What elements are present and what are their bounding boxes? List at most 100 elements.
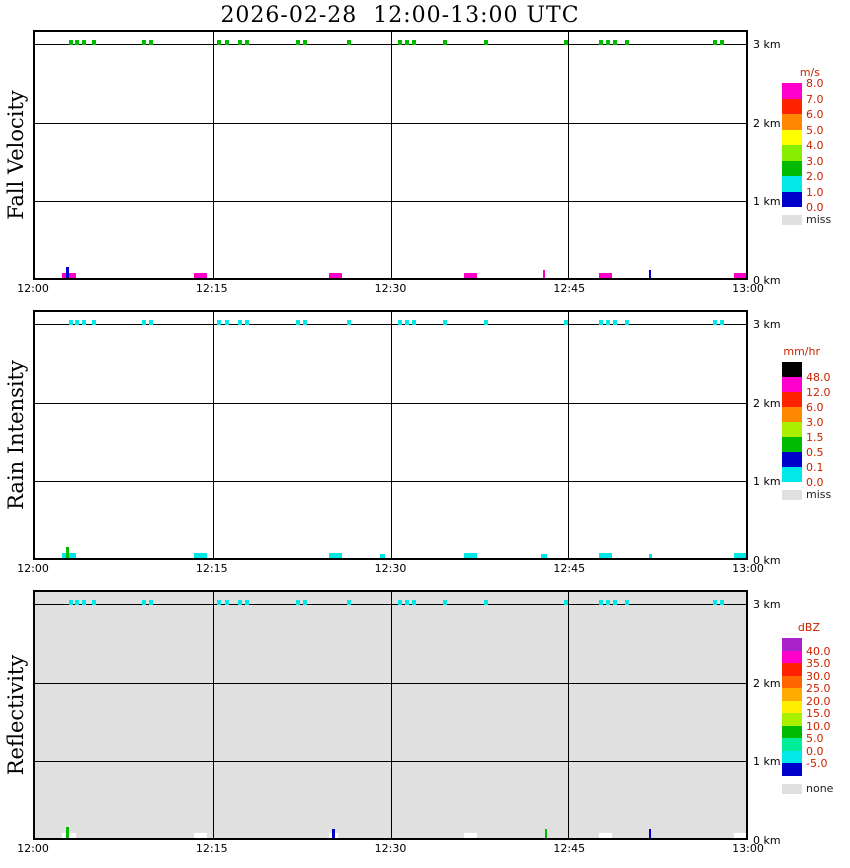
echo-mark-3km xyxy=(82,40,87,45)
echo-mark-surface xyxy=(193,273,207,278)
echo-mark-surface xyxy=(648,554,653,558)
echo-mark-3km xyxy=(404,40,409,45)
colorbar-missing-label: miss xyxy=(806,488,832,501)
echo-mark-surface xyxy=(66,547,69,558)
echo-mark-3km xyxy=(346,40,351,45)
echo-mark-surface xyxy=(193,833,207,838)
echo-mark-3km xyxy=(411,40,416,45)
colorbar-missing-swatch xyxy=(782,215,802,225)
colorbar-cell xyxy=(782,83,802,99)
colorbar-cell xyxy=(782,362,802,377)
echo-mark-surface xyxy=(734,273,746,278)
echo-mark-3km xyxy=(217,600,222,605)
time-tick-label: 12:45 xyxy=(553,282,586,295)
gridline-vertical xyxy=(390,32,392,278)
colorbar-cell xyxy=(782,675,802,688)
echo-mark-surface xyxy=(62,833,77,838)
colorbar-tick-label: 5.0 xyxy=(806,123,824,137)
echo-mark-3km xyxy=(411,320,416,325)
echo-mark-surface xyxy=(463,553,477,558)
colorbar-tick-label: 7.0 xyxy=(806,92,824,106)
echo-mark-surface xyxy=(328,553,342,558)
echo-mark-3km xyxy=(599,600,604,605)
height-tick-label: 0 km xyxy=(753,834,781,847)
colorbar-cell xyxy=(782,176,802,192)
colorbar-cell xyxy=(782,750,802,763)
colorbar-cell xyxy=(782,145,802,161)
echo-mark-3km xyxy=(82,320,87,325)
time-tick-label: 12:30 xyxy=(374,562,407,575)
echo-mark-3km xyxy=(712,320,717,325)
gridline-vertical xyxy=(212,32,214,278)
echo-mark-3km xyxy=(302,600,307,605)
gridline-vertical xyxy=(390,592,392,838)
colorbar-unit-label-reflectivity: dBZ xyxy=(797,621,820,634)
echo-mark-3km xyxy=(719,40,724,45)
echo-mark-surface xyxy=(734,833,746,838)
colorbar-tick-label: 6.0 xyxy=(806,108,824,121)
gridline-vertical xyxy=(390,312,392,558)
colorbar-tick-label: 35.0 xyxy=(806,657,831,670)
echo-mark-3km xyxy=(91,600,96,605)
echo-mark-3km xyxy=(148,600,153,605)
colorbar-tick-label: 25.0 xyxy=(806,682,831,695)
colorbar-tick-label: 10.0 xyxy=(806,719,831,733)
y-axis-label-reflectivity: Reflectivity xyxy=(4,654,28,776)
echo-mark-3km xyxy=(244,40,249,45)
echo-mark-3km xyxy=(237,40,242,45)
time-tick-label: 13:00 xyxy=(732,562,764,575)
colorbar-tick-label: 3.0 xyxy=(806,416,824,429)
gridline-vertical xyxy=(212,592,214,838)
gridline-vertical xyxy=(568,312,570,558)
time-tick-label: 12:45 xyxy=(553,562,586,575)
height-tick-label: 1 km xyxy=(753,755,781,769)
time-tick-label: 12:15 xyxy=(195,562,228,575)
echo-mark-surface xyxy=(648,829,651,838)
echo-mark-3km xyxy=(404,600,409,605)
echo-mark-3km xyxy=(69,320,74,325)
echo-mark-3km xyxy=(712,40,717,45)
echo-mark-3km xyxy=(295,40,300,45)
height-tick-label: 3 km xyxy=(753,598,781,611)
echo-mark-3km xyxy=(141,600,146,605)
echo-mark-3km xyxy=(599,40,604,45)
echo-mark-surface xyxy=(734,553,746,558)
colorbar-tick-label: 6.0 xyxy=(806,401,824,414)
echo-mark-3km xyxy=(224,40,229,45)
echo-mark-3km xyxy=(244,600,249,605)
echo-mark-3km xyxy=(442,320,447,325)
height-tick-label: 3 km xyxy=(753,38,781,51)
echo-mark-3km xyxy=(442,40,447,45)
echo-mark-3km xyxy=(397,600,402,605)
echo-mark-3km xyxy=(91,40,96,45)
height-tick-label: 2 km xyxy=(753,396,781,410)
echo-mark-3km xyxy=(613,320,618,325)
colorbar-tick-label: 40.0 xyxy=(806,644,831,658)
height-tick-label: 2 km xyxy=(753,676,781,690)
gridline-vertical xyxy=(568,32,570,278)
chart-title: 2026-02-28 12:00-13:00 UTC xyxy=(220,3,580,28)
echo-mark-surface xyxy=(328,273,342,278)
echo-mark-3km xyxy=(613,40,618,45)
echo-mark-3km xyxy=(404,320,409,325)
echo-mark-3km xyxy=(411,600,416,605)
echo-mark-3km xyxy=(613,600,618,605)
colorbar-cell xyxy=(782,191,802,207)
colorbar-tick-label: -5.0 xyxy=(806,757,828,770)
echo-mark-3km xyxy=(719,600,724,605)
echo-mark-3km xyxy=(625,320,630,325)
colorbar-tick-label: 48.0 xyxy=(806,371,831,384)
echo-mark-3km xyxy=(606,320,611,325)
time-tick-label: 12:00 xyxy=(17,282,49,295)
echo-mark-3km xyxy=(148,320,153,325)
echo-mark-3km xyxy=(82,600,87,605)
colorbar-tick-label: 15.0 xyxy=(806,707,831,720)
echo-mark-3km xyxy=(484,320,489,325)
colorbar-cell xyxy=(782,407,802,422)
y-axis-label-fall-velocity: Fall Velocity xyxy=(4,90,28,220)
colorbar-cell xyxy=(782,725,802,738)
echo-mark-3km xyxy=(141,40,146,45)
height-tick-label: 1 km xyxy=(753,195,781,209)
colorbar-missing-swatch xyxy=(782,783,802,794)
plot-area-reflectivity xyxy=(33,590,748,840)
